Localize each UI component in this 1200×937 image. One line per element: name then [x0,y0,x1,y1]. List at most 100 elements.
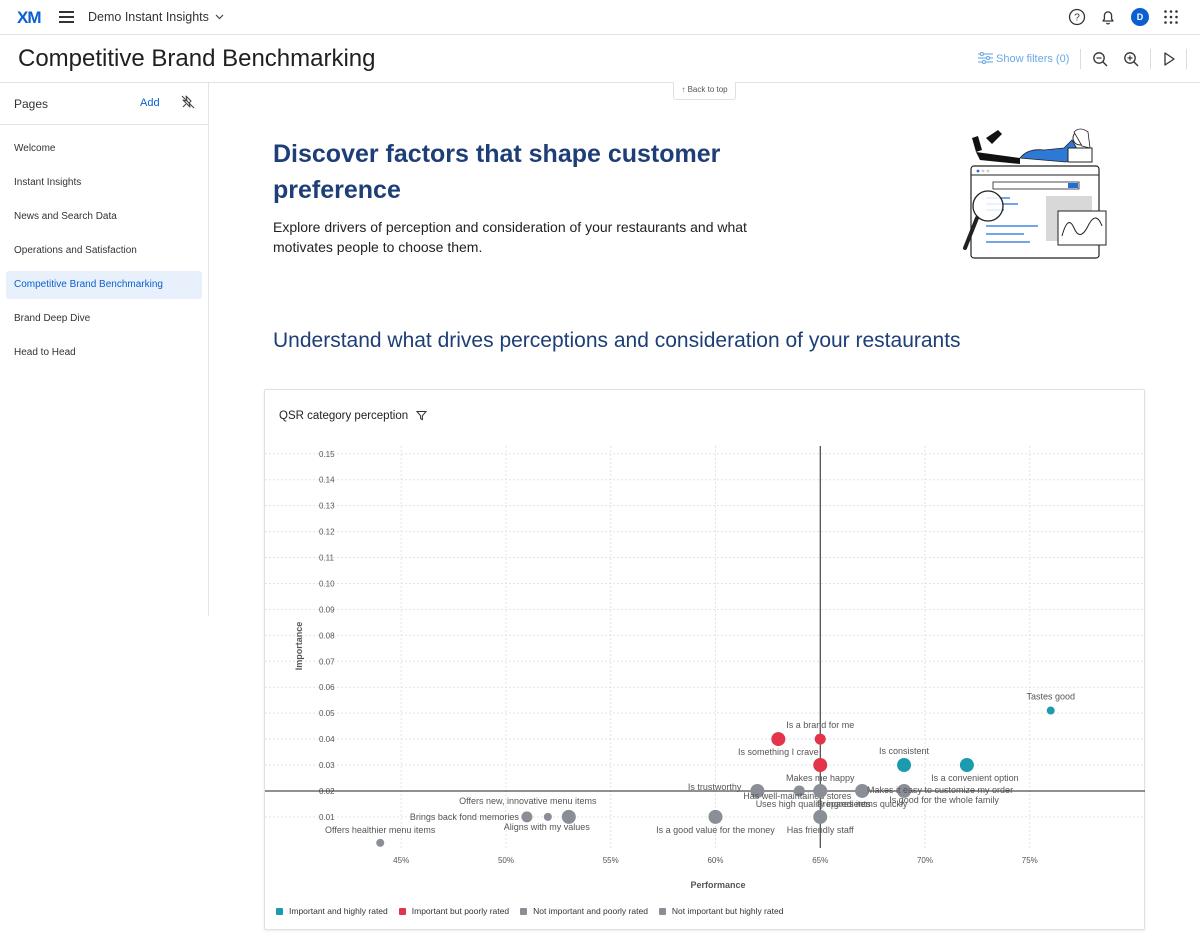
help-icon[interactable]: ? [1068,8,1086,26]
data-point [855,783,870,798]
hero-title: Discover factors that shape customer pre… [273,140,721,204]
data-label: Offers new, innovative menu items [459,796,597,806]
user-avatar[interactable]: D [1131,8,1149,26]
data-point [813,783,828,798]
data-point [543,812,552,821]
project-selector[interactable]: Demo Instant Insights [88,10,224,24]
data-point [1046,706,1055,715]
data-point [376,838,385,847]
legend-item[interactable]: Not important and poorly rated [520,906,648,916]
section-title: Understand what drives perceptions and c… [273,329,961,352]
sidebar-item-instant-insights[interactable]: Instant Insights [14,177,82,188]
sidebar-heading: Pages [14,97,49,111]
sidebar-item-operations[interactable]: Operations and Satisfaction [14,245,137,256]
y-tick-label: 0.15 [319,450,335,459]
data-point [813,809,828,824]
sidebar-header: Pages Add [0,83,208,125]
chart-legend: Important and highly rated Important but … [276,906,794,916]
y-tick-label: 0.11 [319,554,335,563]
data-label: Has well-maintained stores [743,791,852,801]
menu-icon[interactable] [59,11,74,23]
x-tick-label: 75% [1022,856,1038,865]
data-point [813,758,828,773]
chart-title: QSR category perception [279,410,409,422]
data-point [959,758,974,773]
sidebar-item-news-search[interactable]: News and Search Data [14,211,117,222]
x-tick-label: 65% [812,856,828,865]
data-label: Is good for the whole family [889,795,999,805]
dashboard-title-bar: Competitive Brand Benchmarking Show filt… [0,35,1200,83]
show-filters-button[interactable]: Show filters (0) [978,51,1069,65]
data-label: Is something I crave [738,747,819,757]
data-label: Is a convenient option [931,773,1019,783]
legend-item[interactable]: Important and highly rated [276,906,388,916]
data-label: Tastes good [1026,692,1075,702]
y-tick-label: 0.14 [319,476,335,485]
zoom-in-icon[interactable] [1122,50,1140,68]
legend-item[interactable]: Not important but highly rated [658,906,784,916]
scatter-chart: 0.010.020.030.040.050.060.070.080.090.10… [265,446,1145,890]
data-point [561,809,576,824]
legend-label: Important and highly rated [289,906,388,916]
data-label: Offers healthier menu items [325,825,436,835]
y-tick-label: 0.05 [319,709,335,718]
y-tick-label: 0.07 [319,657,335,666]
research-illustration [963,128,1107,259]
pages-sidebar: Pages Add Welcome Instant Insights News … [0,83,209,616]
legend-label: Not important but highly rated [671,906,784,916]
data-label: Makes me happy [786,773,855,783]
chart-card-title: QSR category perception [279,410,428,422]
data-point [897,758,912,773]
x-tick-label: 45% [393,856,409,865]
bell-icon[interactable] [1099,8,1117,26]
x-tick-label: 55% [603,856,619,865]
chevron-down-icon [215,14,224,20]
sidebar-item-brand-deep-dive[interactable]: Brand Deep Dive [14,313,91,324]
data-point [708,809,723,824]
unpin-icon[interactable] [180,94,196,110]
data-label: Is a brand for me [786,720,854,730]
add-page-button[interactable]: Add [140,97,160,109]
y-tick-label: 0.03 [319,761,335,770]
legend-label: Important but poorly rated [411,906,510,916]
sidebar-item-head-to-head[interactable]: Head to Head [14,347,76,358]
legend-swatch [520,907,528,915]
project-name: Demo Instant Insights [88,10,209,24]
data-point [771,732,786,747]
filter-sliders-icon [978,51,993,65]
data-label: Brings back fond memories [410,812,520,822]
data-point [521,811,533,823]
data-label: Is a good value for the money [656,825,775,835]
data-point [814,733,826,745]
legend-swatch [398,907,406,915]
data-label: Is consistent [879,746,930,756]
play-icon[interactable] [1160,50,1178,68]
data-label: Makes it easy to customize my order [867,785,1013,795]
legend-swatch [276,907,283,915]
top-bar: XM Demo Instant Insights ? D [0,0,1200,35]
data-label: Prepares items quickly [817,799,908,809]
x-axis-label: Performance [690,880,745,890]
app-grid-icon[interactable] [1162,8,1180,26]
page-title: Competitive Brand Benchmarking [18,45,376,72]
svg-text:?: ? [1074,13,1080,24]
zoom-out-icon[interactable] [1091,50,1109,68]
legend-item[interactable]: Important but poorly rated [398,906,510,916]
y-tick-label: 0.09 [319,605,335,614]
y-tick-label: 0.01 [319,813,335,822]
x-tick-label: 50% [498,856,514,865]
data-label: Uses high quality ingredients [756,799,872,809]
y-tick-label: 0.08 [319,631,335,640]
sidebar-item-competitive-benchmarking[interactable]: Competitive Brand Benchmarking [6,271,202,299]
x-tick-label: 60% [707,856,723,865]
data-label: Is trustworthy [688,782,742,792]
y-tick-label: 0.10 [319,579,335,588]
y-tick-label: 0.06 [319,683,335,692]
data-point [750,783,765,798]
sidebar-item-welcome[interactable]: Welcome [14,143,56,154]
filter-icon[interactable] [416,410,428,421]
xm-logo[interactable]: XM [17,8,41,28]
back-to-top-button[interactable]: ↑ Back to top [673,82,736,100]
x-tick-label: 70% [917,856,933,865]
y-axis-label: Importance [294,622,304,671]
